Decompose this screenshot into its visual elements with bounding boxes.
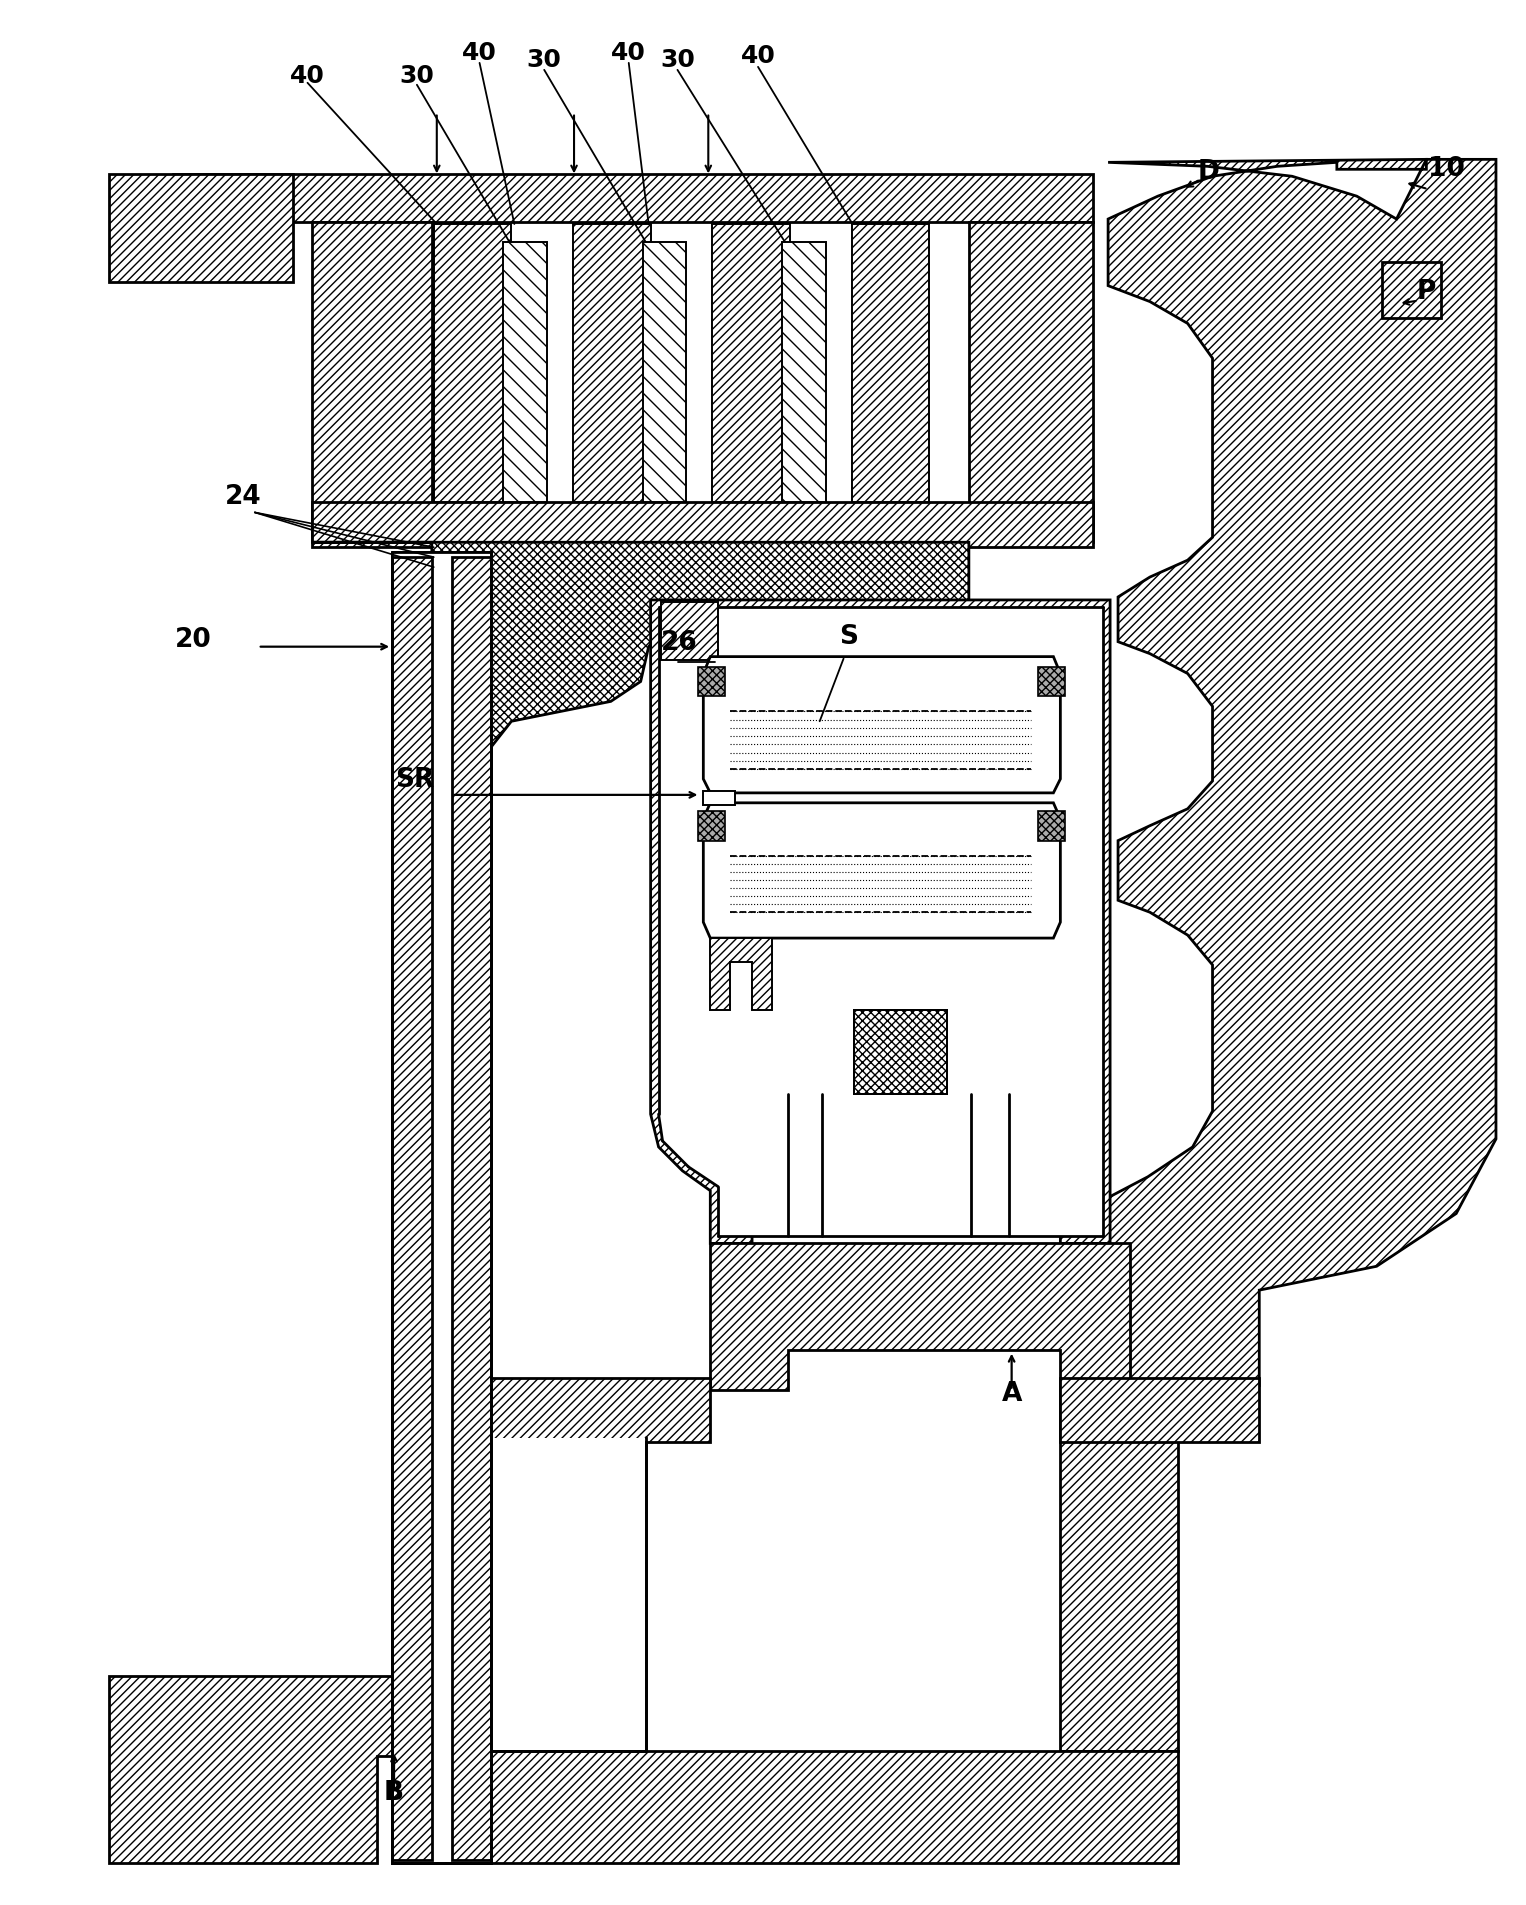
Text: D: D (1198, 160, 1219, 185)
Polygon shape (969, 223, 1093, 543)
Text: S: S (839, 623, 859, 650)
Polygon shape (108, 1676, 491, 1863)
Polygon shape (781, 242, 826, 503)
Polygon shape (1061, 1377, 1259, 1442)
Polygon shape (659, 608, 1103, 1236)
Polygon shape (433, 225, 511, 503)
Polygon shape (661, 602, 719, 659)
Bar (394, 552, 490, 1861)
Text: 30: 30 (661, 48, 694, 72)
Polygon shape (108, 173, 293, 282)
Polygon shape (392, 552, 491, 1863)
Text: B: B (385, 1781, 404, 1806)
Polygon shape (574, 225, 650, 503)
Polygon shape (313, 543, 969, 775)
Polygon shape (452, 556, 491, 1859)
Polygon shape (1061, 1389, 1178, 1751)
Text: 24: 24 (224, 484, 261, 511)
Text: 30: 30 (526, 48, 562, 72)
Polygon shape (650, 600, 1109, 1244)
Polygon shape (699, 812, 725, 840)
Text: 10: 10 (1428, 156, 1465, 183)
Text: 40: 40 (290, 63, 325, 88)
Polygon shape (699, 667, 725, 697)
Polygon shape (392, 1438, 645, 1863)
Polygon shape (392, 556, 432, 1859)
Polygon shape (710, 1244, 1129, 1389)
Polygon shape (1106, 160, 1495, 1385)
Polygon shape (852, 225, 929, 503)
Polygon shape (710, 937, 772, 1010)
Text: SR: SR (395, 768, 435, 792)
Bar (493, 1438, 644, 1749)
Polygon shape (313, 223, 432, 543)
Polygon shape (642, 242, 687, 503)
Polygon shape (1039, 812, 1065, 840)
Polygon shape (504, 242, 548, 503)
Text: P: P (1416, 278, 1436, 305)
Polygon shape (713, 225, 790, 503)
Text: 30: 30 (400, 63, 435, 88)
Text: 20: 20 (175, 627, 212, 653)
Polygon shape (313, 503, 1093, 547)
Text: 40: 40 (740, 44, 775, 69)
Text: 40: 40 (462, 40, 497, 65)
Polygon shape (392, 1377, 710, 1442)
Polygon shape (1039, 667, 1065, 697)
Polygon shape (703, 657, 1061, 792)
Text: 26: 26 (661, 631, 697, 655)
Polygon shape (703, 802, 1061, 937)
Polygon shape (855, 1010, 948, 1093)
Polygon shape (174, 173, 1093, 223)
Text: 40: 40 (612, 40, 645, 65)
Polygon shape (491, 1751, 1178, 1863)
Polygon shape (703, 791, 736, 804)
Polygon shape (1381, 261, 1441, 318)
Text: A: A (1001, 1381, 1022, 1406)
